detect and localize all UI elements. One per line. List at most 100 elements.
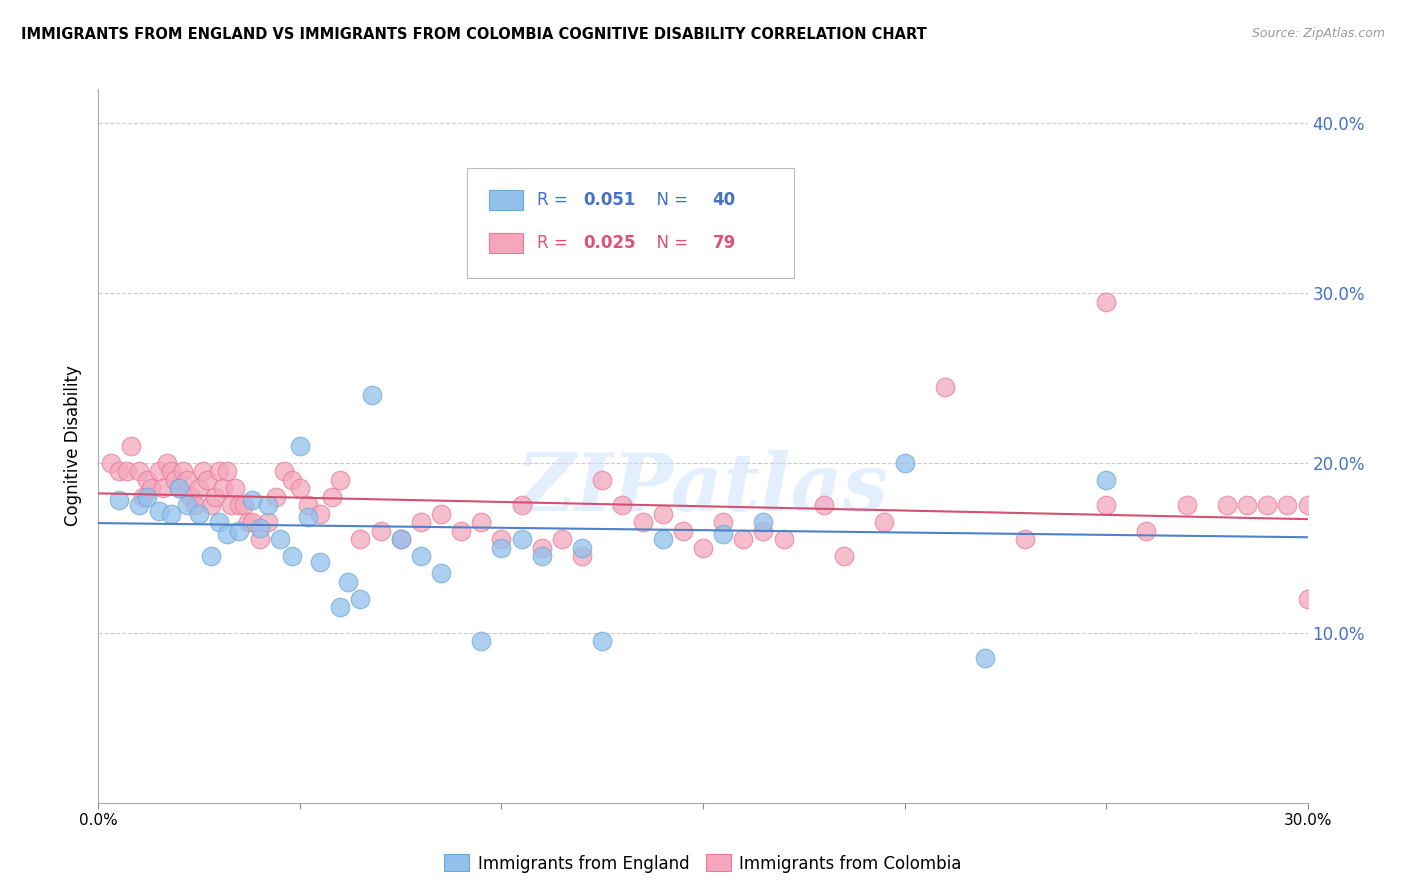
Point: [470, 516, 492, 530]
Text: 0.025: 0.025: [583, 234, 636, 252]
Point: [148, 465, 170, 479]
Point: [269, 533, 291, 547]
Point: [264, 490, 287, 504]
Point: [711, 527, 734, 541]
Point: [349, 591, 371, 606]
Point: [832, 549, 855, 564]
Point: [1256, 499, 1278, 513]
Point: [195, 473, 218, 487]
Point: [288, 482, 311, 496]
Point: [591, 473, 613, 487]
Point: [120, 439, 142, 453]
Point: [530, 549, 553, 564]
Point: [337, 574, 360, 589]
Point: [288, 439, 311, 453]
Point: [217, 527, 239, 541]
Text: ZIPatlas: ZIPatlas: [517, 450, 889, 527]
Point: [1175, 499, 1198, 513]
Point: [135, 490, 157, 504]
Point: [591, 634, 613, 648]
Point: [240, 516, 263, 530]
Point: [107, 465, 129, 479]
Point: [208, 516, 231, 530]
Text: IMMIGRANTS FROM ENGLAND VS IMMIGRANTS FROM COLOMBIA COGNITIVE DISABILITY CORRELA: IMMIGRANTS FROM ENGLAND VS IMMIGRANTS FR…: [21, 27, 927, 42]
Point: [167, 482, 190, 496]
Point: [135, 473, 157, 487]
Point: [551, 533, 574, 547]
Point: [1095, 473, 1118, 487]
Point: [470, 634, 492, 648]
Point: [204, 490, 226, 504]
Point: [176, 473, 198, 487]
Point: [200, 499, 222, 513]
Point: [692, 541, 714, 555]
Point: [232, 499, 254, 513]
Point: [221, 499, 243, 513]
Text: R =: R =: [537, 234, 574, 252]
Point: [228, 499, 250, 513]
Point: [893, 456, 915, 470]
Point: [974, 651, 997, 665]
Point: [491, 541, 513, 555]
Point: [188, 507, 211, 521]
Point: [389, 533, 412, 547]
Point: [329, 600, 352, 615]
Point: [1296, 499, 1319, 513]
Point: [160, 465, 183, 479]
Text: 40: 40: [713, 191, 735, 209]
Text: 79: 79: [713, 234, 735, 252]
Point: [132, 490, 155, 504]
Point: [450, 524, 472, 538]
Point: [752, 524, 775, 538]
Text: N =: N =: [647, 191, 693, 209]
Point: [370, 524, 392, 538]
Text: R =: R =: [537, 191, 574, 209]
Point: [217, 465, 239, 479]
FancyBboxPatch shape: [467, 168, 793, 278]
Point: [160, 507, 183, 521]
Point: [224, 482, 246, 496]
Point: [193, 465, 215, 479]
Point: [228, 524, 250, 538]
Point: [180, 490, 202, 504]
Point: [510, 499, 533, 513]
Point: [273, 465, 295, 479]
Point: [297, 510, 319, 524]
Point: [491, 533, 513, 547]
Legend: Immigrants from England, Immigrants from Colombia: Immigrants from England, Immigrants from…: [437, 847, 969, 880]
Point: [240, 493, 263, 508]
Point: [672, 524, 695, 538]
Point: [733, 533, 755, 547]
Point: [128, 499, 150, 513]
Point: [256, 499, 278, 513]
Point: [249, 520, 271, 534]
Point: [297, 499, 319, 513]
Point: [163, 473, 186, 487]
Point: [309, 555, 332, 569]
Point: [329, 473, 352, 487]
Text: Source: ZipAtlas.com: Source: ZipAtlas.com: [1251, 27, 1385, 40]
Point: [100, 456, 122, 470]
Point: [172, 465, 194, 479]
Point: [1014, 533, 1036, 547]
Point: [236, 516, 259, 530]
Point: [619, 201, 641, 215]
Point: [772, 533, 794, 547]
Point: [430, 507, 453, 521]
Point: [200, 549, 222, 564]
Text: N =: N =: [647, 234, 693, 252]
Point: [156, 456, 179, 470]
Point: [188, 482, 211, 496]
Point: [115, 465, 138, 479]
Point: [1277, 499, 1299, 513]
Point: [107, 493, 129, 508]
Point: [651, 507, 673, 521]
Point: [873, 516, 896, 530]
Point: [321, 490, 343, 504]
Point: [361, 388, 384, 402]
Y-axis label: Cognitive Disability: Cognitive Disability: [65, 366, 83, 526]
Point: [1216, 499, 1239, 513]
Point: [184, 499, 207, 513]
Point: [176, 499, 198, 513]
Point: [1135, 524, 1157, 538]
